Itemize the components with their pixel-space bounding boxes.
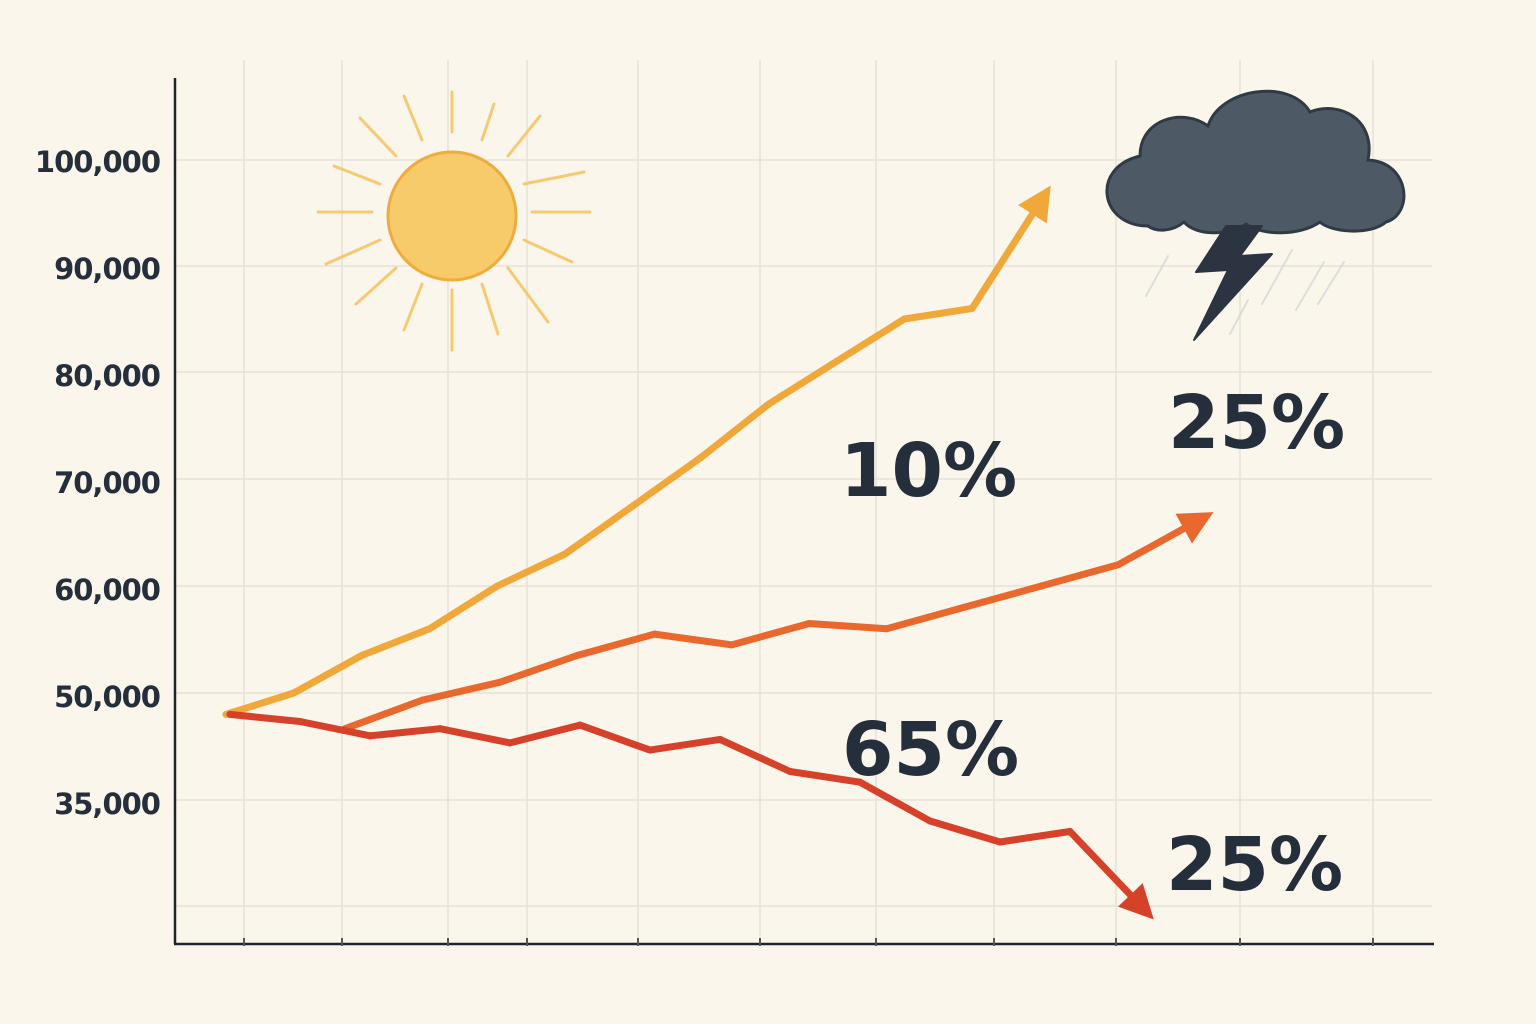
data-point: [226, 710, 234, 718]
data-point: [996, 838, 1004, 846]
data-point: [366, 732, 374, 740]
y-axis-labels: 100,000 90,000 80,000 70,000 60,000 50,0…: [35, 145, 161, 821]
data-point: [646, 746, 654, 754]
series-layer: [222, 185, 1214, 920]
annotation-25-percent-upper: 25%: [1168, 380, 1345, 466]
data-point: [561, 550, 569, 558]
data-point: [697, 454, 705, 462]
series-line: [226, 710, 1144, 909]
data-point: [960, 603, 968, 611]
y-tick-label: 35,000: [54, 787, 160, 821]
y-tick-label: 70,000: [54, 466, 160, 500]
y-tick-label: 80,000: [54, 359, 160, 393]
annotation-65-percent: 65%: [842, 707, 1019, 793]
data-point: [833, 357, 840, 365]
data-point: [650, 630, 658, 638]
data-point: [786, 767, 794, 775]
y-tick-label: 100,000: [35, 145, 160, 179]
data-point: [1115, 561, 1123, 569]
data-point: [1037, 582, 1045, 590]
annotation-10-percent: 10%: [840, 428, 1017, 514]
data-point: [493, 582, 501, 590]
data-point: [968, 304, 976, 312]
annotation-25-percent-lower: 25%: [1166, 822, 1343, 908]
series-2: [341, 512, 1214, 733]
data-point: [805, 619, 813, 627]
series-arrowhead: [1118, 883, 1154, 920]
data-point: [856, 778, 864, 786]
data-point: [728, 641, 736, 649]
series-1: [222, 185, 1051, 718]
data-point: [716, 735, 724, 743]
series-arrowhead: [1018, 185, 1051, 224]
data-point: [883, 625, 891, 633]
storm-cloud-icon: [1105, 89, 1406, 341]
data-point: [926, 817, 934, 825]
series-3: [226, 710, 1154, 920]
y-tick-label: 50,000: [54, 680, 160, 714]
sun-icon: [316, 90, 592, 352]
series-line: [341, 518, 1200, 733]
data-point: [573, 652, 581, 660]
data-point: [496, 678, 504, 686]
data-point: [629, 502, 637, 510]
y-tick-label: 60,000: [54, 573, 160, 607]
data-point: [1066, 828, 1074, 835]
data-point: [576, 721, 584, 729]
data-point: [900, 315, 908, 323]
data-point: [436, 725, 444, 733]
y-tick-label: 90,000: [54, 252, 160, 286]
data-point: [426, 625, 433, 633]
data-point: [506, 739, 514, 747]
data-point: [290, 689, 298, 697]
data-point: [765, 400, 773, 408]
data-point: [296, 718, 304, 726]
data-point: [358, 652, 366, 660]
series-arrowhead: [1175, 512, 1214, 544]
x-axis-ticks: [243, 938, 1374, 946]
data-point: [418, 696, 426, 704]
